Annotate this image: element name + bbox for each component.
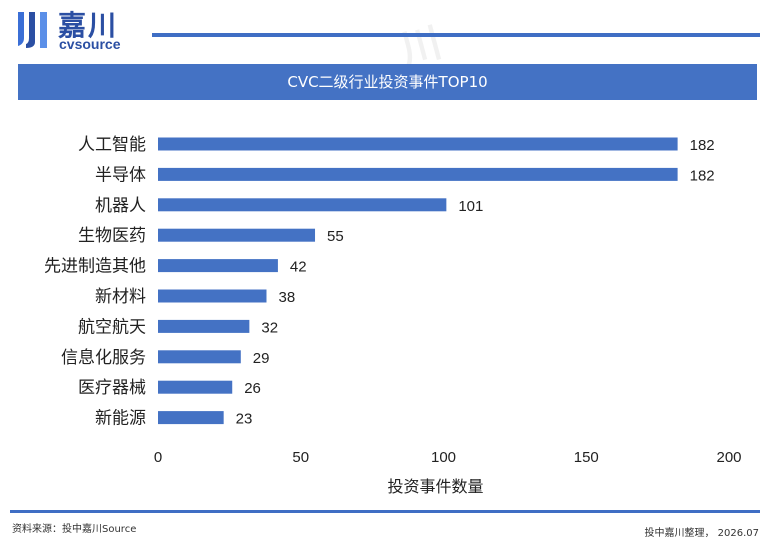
category-label-2: 机器人 xyxy=(95,196,146,216)
bar-3 xyxy=(158,228,316,242)
x-tick-label-4: 200 xyxy=(716,449,741,466)
header-divider xyxy=(152,33,760,37)
value-label-0: 182 xyxy=(690,137,715,154)
bar-1 xyxy=(158,167,678,181)
value-label-6: 32 xyxy=(261,319,278,336)
value-label-1: 182 xyxy=(690,167,715,184)
x-tick-label-3: 150 xyxy=(574,449,599,466)
value-label-8: 26 xyxy=(244,380,261,397)
category-label-7: 信息化服务 xyxy=(61,348,146,368)
footer-divider xyxy=(10,510,760,513)
bar-6 xyxy=(158,319,250,333)
value-label-7: 29 xyxy=(253,350,270,367)
bar-0 xyxy=(158,137,678,151)
chart-title: CVC二级行业投资事件TOP10 xyxy=(18,64,757,100)
x-tick-label-2: 100 xyxy=(431,449,456,466)
value-label-3: 55 xyxy=(327,228,344,245)
category-label-9: 新能源 xyxy=(95,409,146,429)
bar-7 xyxy=(158,350,241,364)
cvsource-logo-icon xyxy=(18,12,47,48)
category-label-3: 生物医药 xyxy=(78,226,146,246)
category-label-0: 人工智能 xyxy=(78,135,146,155)
category-label-6: 航空航天 xyxy=(78,317,146,337)
source-note: 资料来源：投中嘉川Source xyxy=(12,524,137,535)
category-label-5: 新材料 xyxy=(95,287,146,307)
value-label-9: 23 xyxy=(236,411,253,428)
credit-note: 投中嘉川整理， 2026.07 xyxy=(644,528,759,539)
category-label-4: 先进制造其他 xyxy=(44,257,146,277)
bar-2 xyxy=(158,198,447,212)
bar-4 xyxy=(158,259,278,273)
bar-5 xyxy=(158,289,267,303)
x-axis-label: 投资事件数量 xyxy=(387,477,483,496)
category-label-1: 半导体 xyxy=(95,165,146,185)
category-label-8: 医疗器械 xyxy=(78,378,146,398)
value-label-4: 42 xyxy=(290,259,307,276)
value-label-2: 101 xyxy=(458,198,483,215)
bar-8 xyxy=(158,380,233,394)
bar-9 xyxy=(158,411,224,425)
logo-chinese-text: 嘉川 xyxy=(58,9,119,42)
value-label-5: 38 xyxy=(278,289,295,306)
x-tick-label-1: 50 xyxy=(292,449,309,466)
x-tick-label-0: 0 xyxy=(154,449,162,466)
logo-english-text: cvsource xyxy=(59,36,121,52)
